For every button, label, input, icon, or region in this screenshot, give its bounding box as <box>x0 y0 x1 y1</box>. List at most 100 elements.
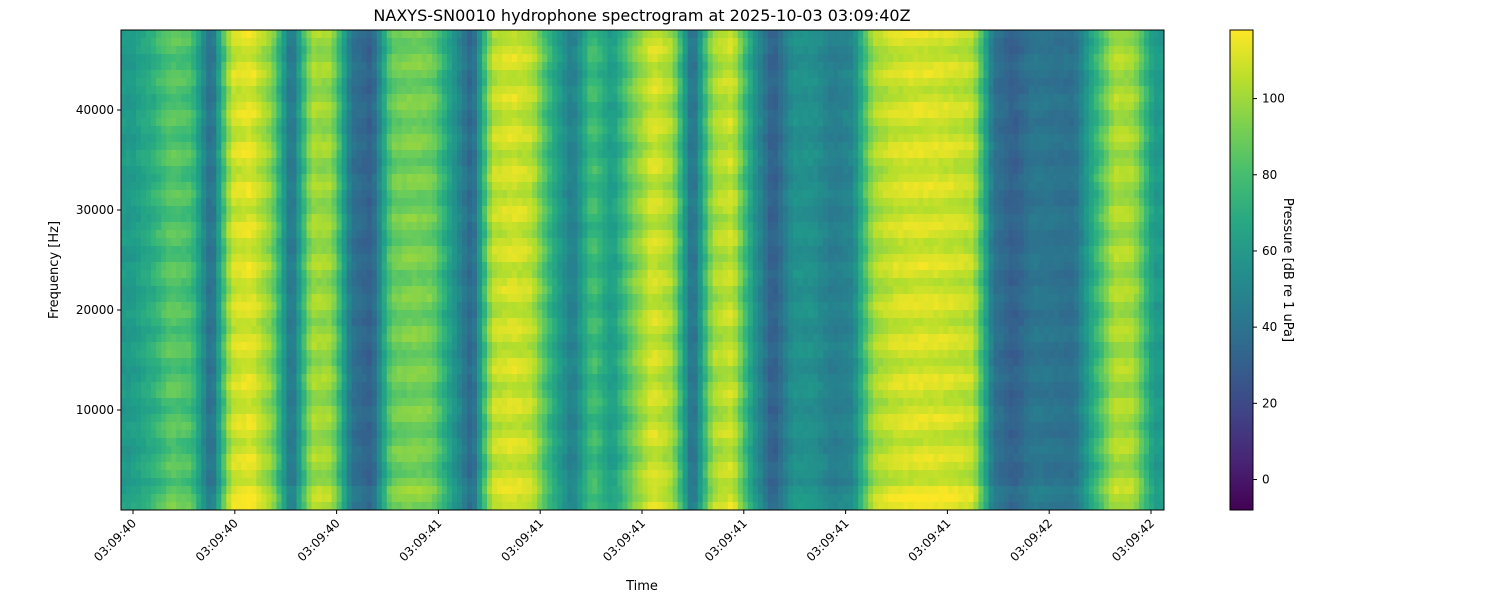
heatmap-cell <box>502 302 508 311</box>
heatmap-cell <box>241 350 247 359</box>
heatmap-cell <box>346 214 353 223</box>
heatmap-cell <box>386 38 393 47</box>
heatmap-cell <box>461 462 468 471</box>
heatmap-cell <box>181 438 187 447</box>
heatmap-cell <box>386 358 393 367</box>
heatmap-cell <box>356 414 363 423</box>
heatmap-cell <box>306 302 312 311</box>
heatmap-cell <box>181 206 187 215</box>
heatmap-cell <box>456 230 463 239</box>
heatmap-cell <box>206 150 212 159</box>
heatmap-cell <box>396 46 403 55</box>
heatmap-cell <box>527 430 533 439</box>
heatmap-cell <box>396 126 403 135</box>
heatmap-cell <box>206 406 212 415</box>
heatmap-cell <box>226 318 232 327</box>
heatmap-cell <box>341 454 348 463</box>
heatmap-cell <box>151 318 157 327</box>
heatmap-cell <box>206 286 212 295</box>
heatmap-cell <box>482 414 488 423</box>
heatmap-cell <box>291 350 297 359</box>
heatmap-cell <box>512 486 518 495</box>
heatmap-cell <box>381 150 388 159</box>
heatmap-cell <box>186 230 192 239</box>
heatmap-cell <box>396 206 403 215</box>
heatmap-cell <box>431 238 438 247</box>
heatmap-cell <box>421 310 428 319</box>
heatmap-cell <box>396 246 403 255</box>
heatmap-cell <box>196 262 202 271</box>
heatmap-cell <box>416 206 423 215</box>
heatmap-cell <box>421 438 428 447</box>
heatmap-cell <box>492 62 498 71</box>
heatmap-cell <box>456 142 463 151</box>
heatmap-cell <box>281 422 287 431</box>
heatmap-cell <box>537 110 543 119</box>
heatmap-cell <box>266 126 272 135</box>
heatmap-cell <box>236 454 242 463</box>
heatmap-cell <box>497 470 503 479</box>
heatmap-cell <box>406 166 413 175</box>
heatmap-cell <box>131 374 137 383</box>
heatmap-cell <box>426 438 433 447</box>
heatmap-cell <box>311 454 317 463</box>
heatmap-cell <box>261 302 267 311</box>
heatmap-cell <box>401 198 408 207</box>
heatmap-cell <box>276 438 282 447</box>
heatmap-cell <box>141 134 147 143</box>
heatmap-cell <box>461 174 468 183</box>
heatmap-cell <box>196 454 202 463</box>
heatmap-cell <box>532 182 538 191</box>
heatmap-cell <box>221 422 227 431</box>
heatmap-cell <box>461 326 468 335</box>
heatmap-cell <box>467 438 473 447</box>
heatmap-cell <box>316 502 322 511</box>
heatmap-cell <box>246 70 252 79</box>
heatmap-cell <box>301 366 307 375</box>
heatmap-cell <box>431 62 438 71</box>
heatmap-cell <box>472 374 478 383</box>
heatmap-cell <box>406 222 413 231</box>
heatmap-cell <box>391 94 398 103</box>
heatmap-cell <box>436 390 443 399</box>
heatmap-cell <box>156 302 162 311</box>
heatmap-cell <box>286 190 292 199</box>
heatmap-cell <box>431 158 438 167</box>
heatmap-cell <box>376 438 383 447</box>
heatmap-cell <box>391 334 398 343</box>
heatmap-cell <box>296 78 302 87</box>
heatmap-cell <box>492 406 498 415</box>
heatmap-cell <box>416 150 423 159</box>
heatmap-cell <box>522 62 528 71</box>
heatmap-cell <box>401 134 408 143</box>
heatmap-cell <box>286 198 292 207</box>
heatmap-cell <box>291 30 297 39</box>
heatmap-cell <box>456 430 463 439</box>
heatmap-cell <box>211 46 217 55</box>
heatmap-cell <box>461 438 468 447</box>
heatmap-cell <box>341 334 348 343</box>
heatmap-cell <box>221 206 227 215</box>
heatmap-cell <box>467 422 473 431</box>
heatmap-cell <box>316 254 322 263</box>
heatmap-cell <box>246 198 252 207</box>
heatmap-cell <box>271 206 277 215</box>
heatmap-cell <box>366 206 373 215</box>
heatmap-cell <box>286 262 292 271</box>
heatmap-cell <box>431 302 438 311</box>
heatmap-cell <box>522 366 528 375</box>
heatmap-cell <box>431 462 438 471</box>
heatmap-cell <box>161 110 167 119</box>
heatmap-cell <box>276 494 282 503</box>
heatmap-cell <box>472 390 478 399</box>
heatmap-cell <box>261 150 267 159</box>
heatmap-cell <box>477 110 483 119</box>
heatmap-cell <box>376 158 383 167</box>
heatmap-cell <box>416 246 423 255</box>
heatmap-cell <box>326 438 332 447</box>
heatmap-cell <box>211 262 217 271</box>
heatmap-cell <box>246 62 252 71</box>
heatmap-cell <box>146 422 152 431</box>
heatmap-cell <box>461 470 468 479</box>
heatmap-cell <box>346 470 353 479</box>
